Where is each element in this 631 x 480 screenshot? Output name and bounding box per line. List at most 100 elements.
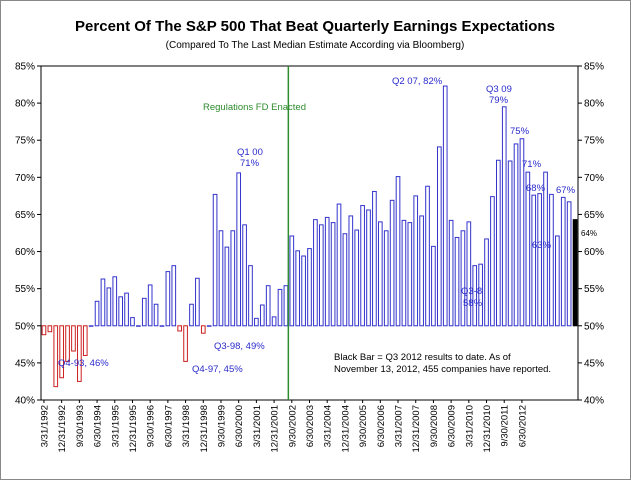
data-bar	[525, 171, 531, 327]
data-bar	[519, 138, 525, 327]
annotation-67: 67%	[556, 185, 576, 196]
data-bar	[59, 325, 64, 379]
x-tick-label: 9/30/1993	[75, 405, 86, 447]
annotation-q2-07: Q2 07, 82%	[392, 76, 443, 87]
data-bar	[413, 195, 419, 327]
data-bar	[348, 215, 354, 327]
data-bar	[501, 106, 507, 327]
data-bar	[71, 325, 76, 352]
data-bar	[153, 303, 159, 327]
data-bar	[130, 317, 135, 327]
x-tick-label: 3/31/2004	[323, 405, 334, 447]
annotation-q4-97: Q4-97, 45%	[192, 364, 243, 375]
data-bar	[165, 271, 171, 327]
data-bar	[301, 255, 306, 327]
x-tick-label: 6/30/1997	[163, 405, 174, 447]
annotation-63: 63%	[532, 240, 552, 251]
data-bar	[383, 230, 389, 327]
y-tick-label-right: 80%	[584, 99, 604, 110]
data-bar	[330, 222, 336, 327]
data-bar	[436, 146, 442, 327]
x-tick-label: 9/30/1999	[216, 405, 227, 447]
annotation-75: 75%	[510, 126, 530, 137]
data-bar	[324, 216, 330, 327]
annotation-q3-09-b: 79%	[489, 95, 509, 106]
data-bar	[431, 245, 436, 327]
data-bar	[572, 219, 578, 327]
data-bar	[342, 233, 348, 327]
y-tick-label-left: 80%	[15, 99, 35, 110]
y-tick-label-right: 75%	[584, 136, 604, 147]
y-tick-label-left: 75%	[15, 136, 35, 147]
data-bar	[147, 284, 153, 327]
annotation-q1-00-b: 71%	[240, 158, 260, 169]
y-tick-label-left: 60%	[15, 247, 35, 258]
data-bar	[183, 325, 188, 362]
data-bar	[248, 265, 253, 327]
data-bar	[141, 297, 147, 327]
data-bar	[177, 325, 183, 332]
data-bar	[94, 300, 100, 327]
data-bar	[41, 325, 47, 336]
data-bar	[65, 325, 70, 362]
data-bar	[472, 265, 478, 327]
x-tick-label: 3/31/2007	[394, 405, 405, 447]
data-bar	[136, 325, 141, 327]
x-tick-label: 9/30/2005	[358, 405, 369, 447]
data-bar	[189, 303, 194, 327]
data-bar	[460, 230, 466, 327]
data-bar	[354, 229, 360, 327]
data-bar	[265, 285, 271, 327]
data-bar	[448, 219, 454, 327]
y-tick-label-left: 70%	[15, 173, 35, 184]
x-tick-label: 12/31/2004	[340, 405, 351, 453]
data-bar	[549, 193, 554, 327]
data-bar	[366, 209, 371, 327]
data-bar	[82, 325, 88, 356]
data-bar	[484, 238, 489, 327]
data-bar	[419, 215, 424, 327]
data-bar	[254, 317, 259, 327]
data-bar	[442, 85, 448, 327]
annotation-q4-93: Q4-93, 46%	[58, 358, 109, 369]
data-bar	[230, 230, 236, 327]
data-bar	[236, 172, 242, 327]
data-bar	[100, 278, 106, 327]
data-bar	[195, 277, 200, 327]
data-bar	[88, 325, 94, 327]
data-bar	[389, 199, 395, 327]
x-tick-label: 12/31/1998	[199, 405, 210, 453]
data-bar	[289, 235, 295, 327]
data-bar	[454, 236, 460, 327]
x-tick-label: 12/31/2007	[411, 405, 422, 453]
y-tick-label-right: 50%	[584, 321, 604, 332]
y-tick-label-left: 55%	[15, 284, 35, 295]
data-bar	[407, 222, 413, 327]
x-tick-label: 12/31/1992	[57, 405, 68, 453]
annotation-q3-09-a: Q3 09	[486, 84, 512, 95]
x-tick-label: 6/30/2009	[447, 405, 458, 447]
annotation-q3-8: Q3-8	[461, 286, 482, 297]
data-bar	[124, 292, 129, 327]
y-tick-label-right: 45%	[584, 358, 604, 369]
data-bar	[531, 194, 537, 327]
data-bar	[543, 171, 548, 327]
y-tick-label-left: 65%	[15, 210, 35, 221]
data-bar	[224, 246, 230, 327]
x-tick-label: 3/31/2010	[464, 405, 475, 447]
annotation-64: 64%	[581, 229, 597, 238]
data-bar	[200, 325, 206, 334]
data-bar	[478, 263, 483, 327]
chart-subtitle: (Compared To The Last Median Estimate Ac…	[166, 40, 465, 51]
annotation-regfd: Regulations FD Enacted	[203, 102, 306, 113]
annotation-58: 58%	[463, 298, 483, 309]
x-tick-label: 6/30/2006	[376, 405, 387, 447]
data-bar	[372, 190, 377, 327]
chart-title: Percent Of The S&P 500 That Beat Quarter…	[75, 18, 555, 35]
data-bar	[277, 288, 283, 327]
data-bar	[318, 224, 324, 327]
data-bar	[466, 221, 472, 327]
y-tick-label-right: 55%	[584, 284, 604, 295]
y-tick-label-left: 45%	[15, 358, 35, 369]
